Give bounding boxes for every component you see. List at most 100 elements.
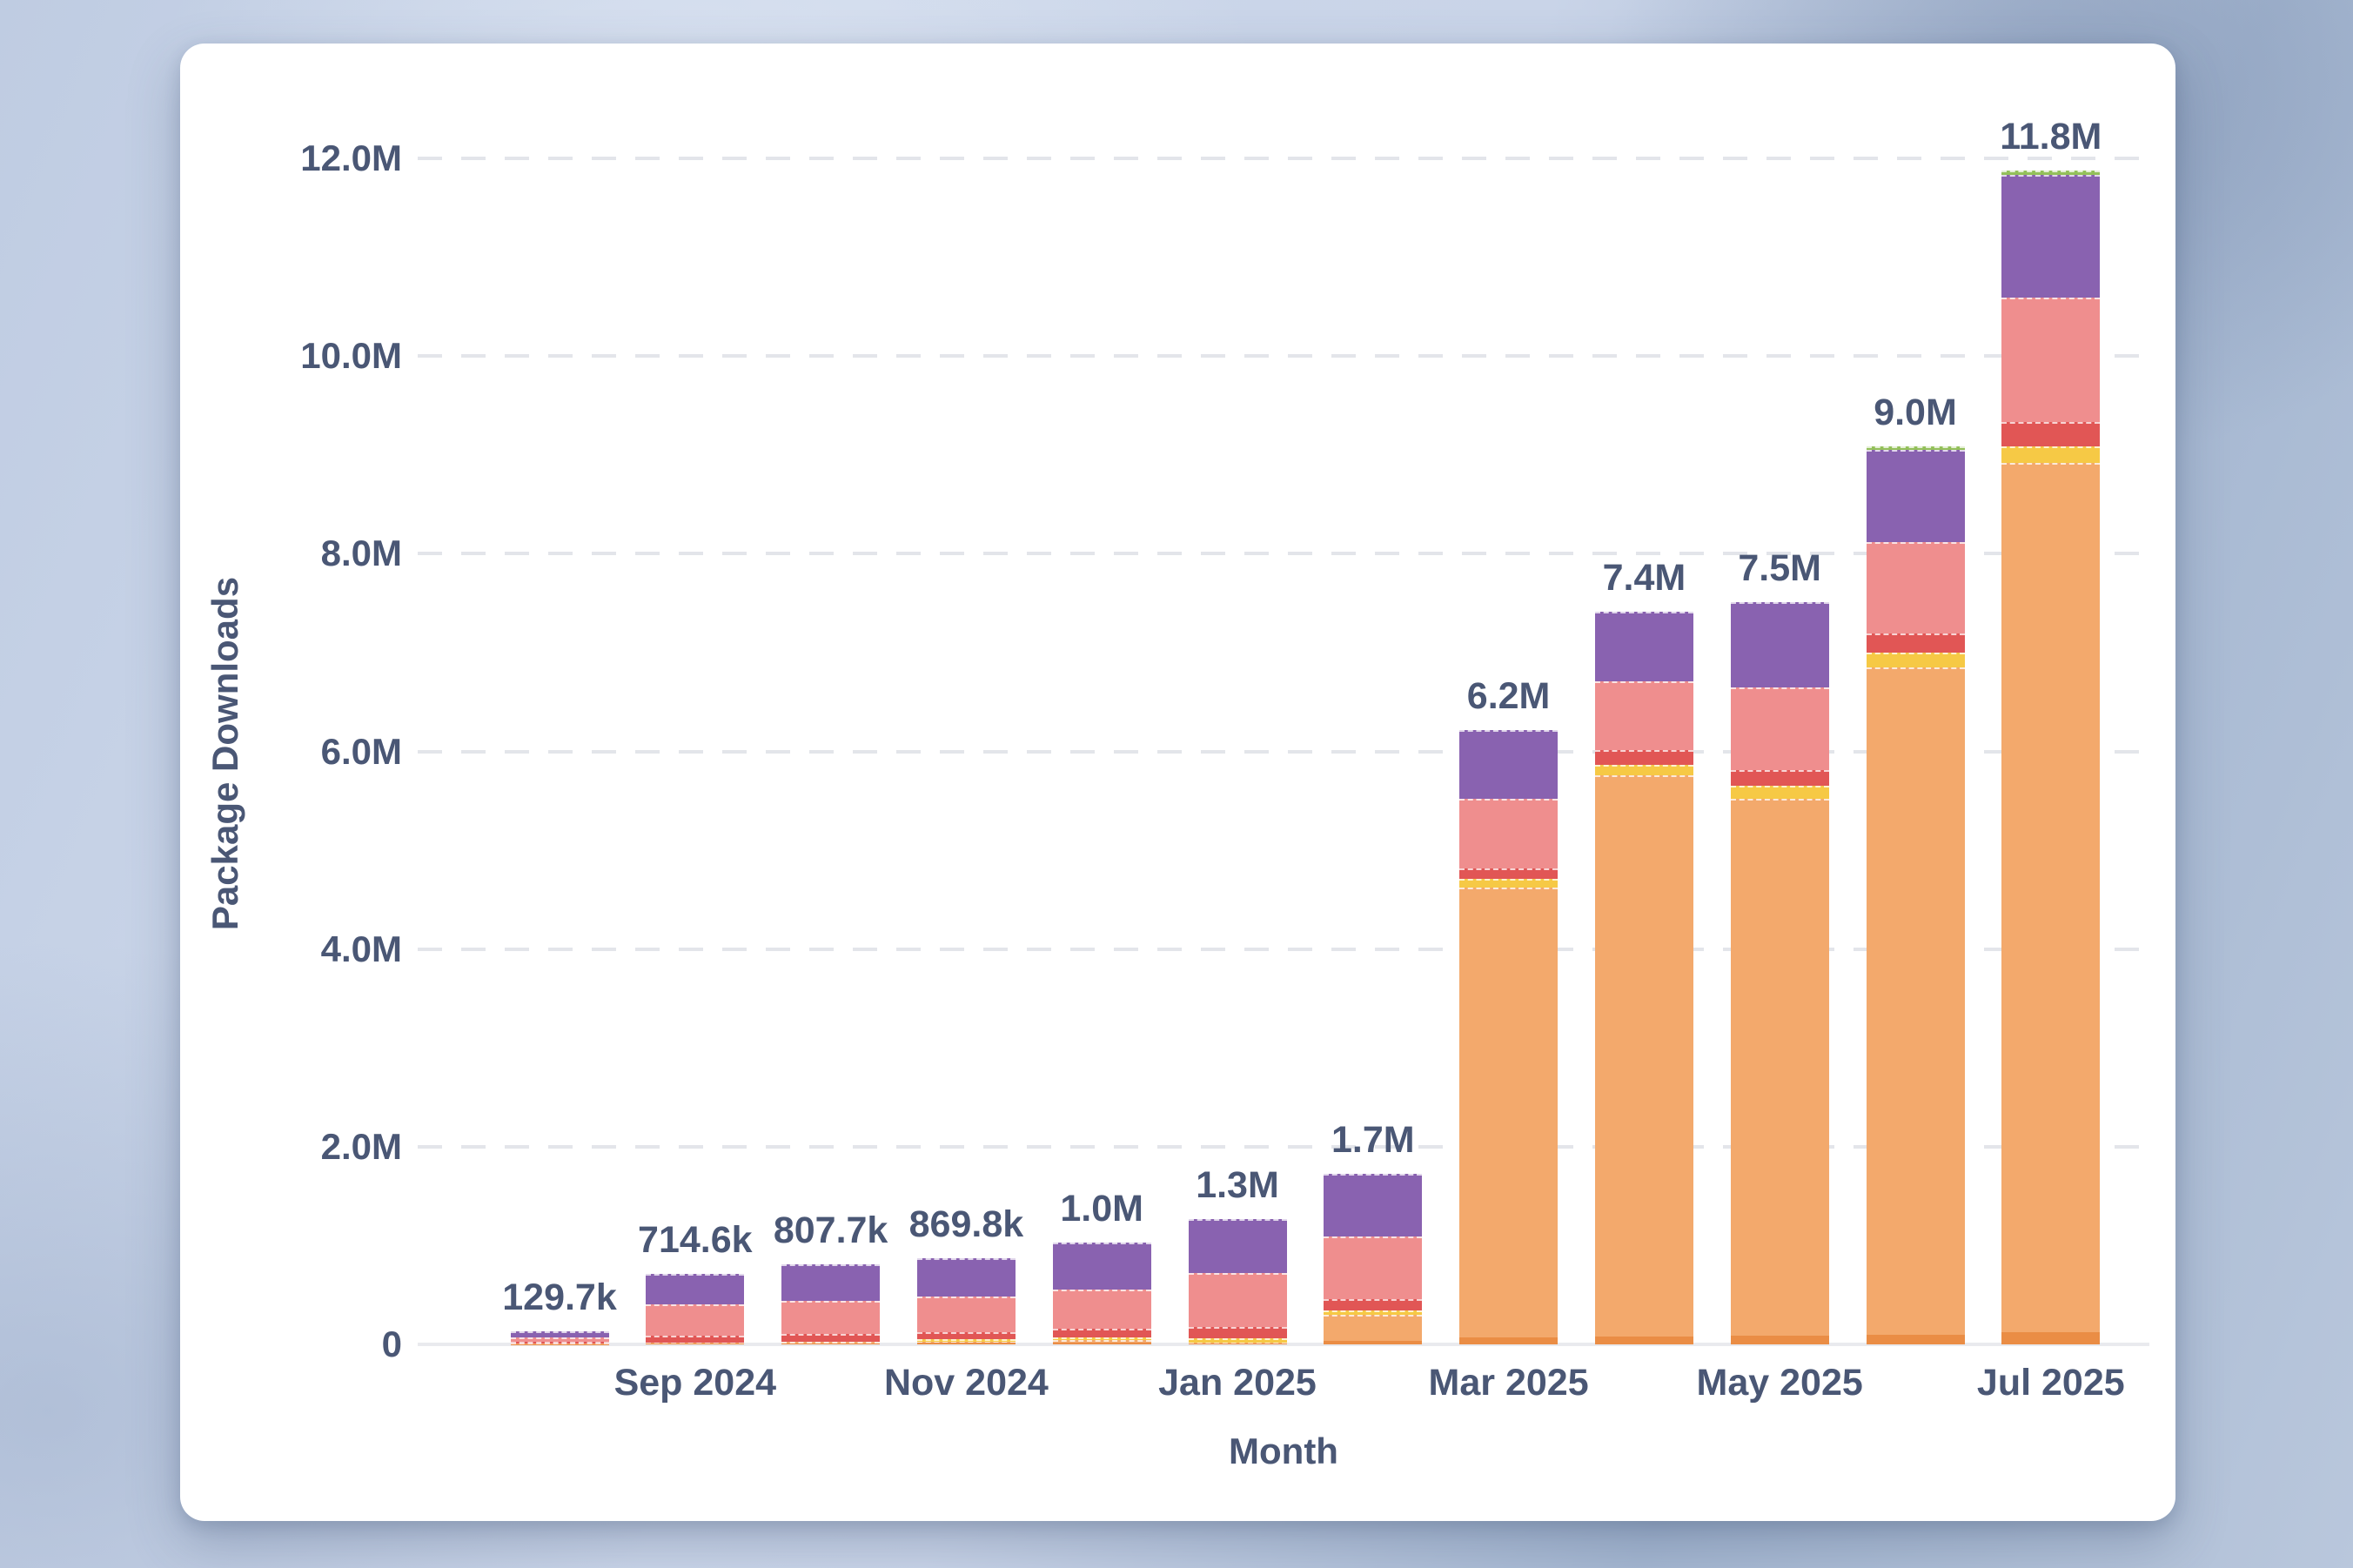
bar-segment-orange [1730,799,1829,1336]
y-tick-label: 0 [381,1323,402,1364]
bar-segment-yellow [1866,652,1965,667]
gridline-10.0M [418,354,2149,358]
bar-segment-pink [1730,687,1829,771]
bar-jul-2025 [2001,170,2101,1344]
bar-mar-2025 [1459,729,1559,1344]
bar-segment-green [1866,446,1965,451]
bar-segment-red [510,1342,609,1344]
bar-segment-purple [1730,601,1829,687]
bar-segment-purple [2001,175,2101,298]
bar-value-label: 129.7k [502,1277,617,1319]
bar-segment-yellow [916,1339,1016,1342]
bar-segment-orange [781,1341,881,1344]
y-tick-label: 4.0M [320,928,402,969]
x-tick-label: Nov 2024 [883,1362,1049,1404]
bar-segment-red [781,1334,881,1342]
bar-segment-dark-orange [1052,1342,1151,1344]
bar-apr-2025 [1594,612,1693,1344]
bar-segment-orange [1866,667,1965,1335]
bar-segment-yellow [1594,765,1693,775]
bar-jan-2025 [1188,1218,1287,1344]
bar-segment-orange [1052,1340,1151,1343]
bar-segment-yellow [1730,786,1829,800]
bar-segment-red [916,1332,1016,1340]
y-tick-label: 6.0M [320,730,402,772]
bar-segment-yellow [2001,446,2101,463]
bar-segment-dark-orange [1730,1335,1829,1344]
bar-value-label: 7.4M [1602,557,1686,600]
y-tick-label: 10.0M [300,335,402,377]
bar-segment-dark-orange [1594,1336,1693,1344]
bar-segment-purple [646,1273,745,1304]
bar-segment-yellow [1324,1310,1423,1315]
bar-segment-purple [510,1331,609,1337]
bar-value-label: 1.0M [1060,1188,1143,1230]
bar-feb-2025 [1324,1173,1423,1344]
bar-aug-2024 [510,1331,609,1344]
x-axis-title: Month [1229,1431,1338,1471]
chart-card: 0 2.0M 4.0M 6.0M 8.0M 10.0M 12.0M 129.7k 714.6k S… [180,44,2175,1521]
bar-segment-dark-orange [1459,1337,1559,1344]
bar-value-label: 714.6k [638,1218,753,1261]
bar-segment-pink [510,1337,609,1343]
y-tick-label: 8.0M [320,533,402,574]
bar-segment-purple [781,1264,881,1302]
gridline-12.0M [418,157,2149,160]
bar-segment-orange [1188,1341,1287,1344]
bar-segment-pink [2001,298,2101,423]
bar-segment-pink [1052,1289,1151,1329]
bar-segment-red [1188,1327,1287,1338]
bar-segment-orange [1594,774,1693,1337]
bar-segment-yellow [1052,1337,1151,1341]
bar-dec-2024 [1052,1243,1151,1344]
bar-segment-yellow [1459,879,1559,888]
bar-segment-dark-orange [916,1343,1016,1344]
bar-oct-2024 [781,1264,881,1344]
bar-value-label: 11.8M [2000,115,2102,157]
bar-segment-purple [1866,450,1965,542]
bar-segment-dark-orange [1324,1341,1423,1344]
bar-segment-red [646,1336,745,1343]
gridline-6.0M [418,749,2149,754]
bar-jun-2025 [1866,446,1965,1344]
bar-segment-dark-orange [1866,1334,1965,1344]
bar-segment-red [1730,770,1829,787]
bar-nov-2024 [916,1258,1016,1344]
x-axis-line [418,1343,2149,1346]
bar-segment-pink [1188,1273,1287,1328]
bar-segment-orange [1324,1314,1423,1342]
bar-segment-green [2001,170,2101,176]
bar-segment-red [1459,868,1559,880]
y-tick-label: 2.0M [320,1125,402,1167]
bar-segment-pink [781,1301,881,1335]
bar-segment-dark-orange [2001,1332,2101,1344]
bar-segment-orange [1459,888,1559,1338]
bar-may-2025 [1730,601,1829,1344]
bar-segment-purple [916,1258,1016,1297]
bar-segment-purple [1324,1173,1423,1237]
bar-segment-pink [646,1303,745,1336]
bar-segment-pink [916,1297,1016,1333]
bar-segment-orange [646,1341,745,1344]
bar-segment-red [1324,1298,1423,1311]
bar-segment-orange [2001,462,2101,1333]
bar-value-label: 1.3M [1196,1163,1279,1206]
x-tick-label: Jan 2025 [1158,1362,1317,1404]
bar-segment-pink [1866,541,1965,634]
bar-segment-red [2001,422,2101,446]
bar-segment-red [1866,633,1965,653]
bar-value-label: 6.2M [1466,674,1551,717]
bar-segment-pink [1324,1236,1423,1299]
bar-segment-purple [1459,729,1559,800]
gridline-8.0M [418,552,2149,556]
bar-segment-purple [1594,612,1693,681]
bar-segment-pink [1459,799,1559,868]
bar-segment-pink [1594,680,1693,751]
bar-segment-orange [916,1341,1016,1344]
bar-value-label: 9.0M [1874,391,1957,433]
bar-value-label: 7.5M [1738,546,1821,589]
bar-segment-purple [1052,1243,1151,1290]
bar-segment-red [1594,750,1693,766]
bar-value-label: 807.7k [773,1210,888,1252]
bar-segment-yellow [1188,1337,1287,1343]
